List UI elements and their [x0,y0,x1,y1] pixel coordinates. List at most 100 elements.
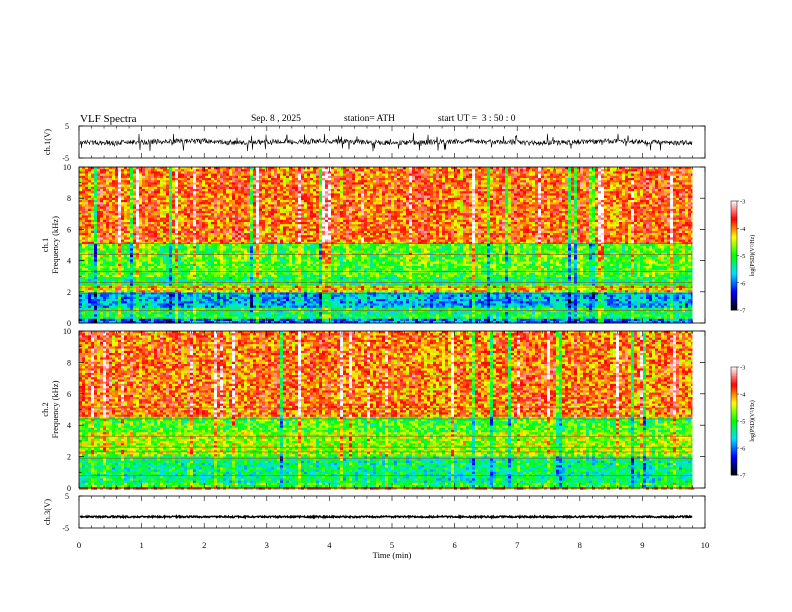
spectrogram-cell [145,211,149,214]
spectrogram-cell [118,312,122,315]
spectrogram-cell [181,261,185,265]
spectrogram-cell [94,178,98,181]
spectrogram-cell [253,303,257,306]
spectrogram-cell [82,241,86,245]
spectrogram-cell [238,318,242,322]
spectrogram-cell [184,301,188,304]
spectrogram-cell [88,277,92,280]
spectrogram-cell [247,206,251,210]
spectrogram-cell [277,219,281,223]
spectrogram-cell [223,230,227,234]
spectrogram-cell [262,239,266,243]
spectrogram-cell [235,239,239,243]
spectrogram-cell [232,215,236,218]
spectrogram-cell [232,266,236,269]
spectrogram-cell [262,288,266,291]
spectrogram-cell [238,191,242,194]
spectrogram-cell [280,257,284,260]
spectrogram-cell [121,266,125,269]
spectrogram-cell [280,173,284,177]
spectrogram-cell [196,169,200,172]
spectrogram-cell [163,241,167,245]
spectrogram-cell [115,241,119,245]
spectrogram-cell [121,200,125,203]
spectrogram-cell [238,208,242,212]
spectrogram-cell [112,184,116,188]
spectrogram-cell [259,290,263,293]
spectrogram-cell [208,173,212,177]
spectrogram-cell [259,314,263,317]
spectrogram-cell [217,318,221,322]
spectrogram-cell [259,307,263,311]
spectrogram-cell [175,312,179,315]
spectrogram-cell [163,204,167,207]
spectrogram-cell [187,167,191,170]
spectrogram-cell [268,307,272,311]
spectrogram-cell [235,312,239,315]
spectrogram-cell [193,219,197,223]
spectrogram-cell [205,204,209,207]
spectrogram-cell [241,318,245,322]
spectrogram-cell [85,167,89,170]
spectrogram-cell [82,180,86,183]
spectrogram-cell [223,312,227,315]
spectrogram-cell [220,255,224,258]
spectrogram-cell [271,228,275,232]
spectrogram-cell [271,246,275,249]
spectrogram-cell [214,296,218,300]
spectrogram-cell [193,290,197,293]
spectrogram-cell [187,314,191,317]
spectrogram-cell [88,296,92,300]
spectrogram-cell [274,250,278,254]
spectrogram-cell [211,206,215,210]
spectrogram-cell [274,235,278,238]
spectrogram-cell [235,178,239,181]
spectrogram-cell [217,296,221,300]
spectrogram-cell [265,202,269,205]
spectrogram-cell [205,301,209,304]
spectrogram-cell [130,290,134,293]
spectrogram-cell [280,175,284,179]
spectrogram-cell [187,248,191,251]
spectrogram-cell [109,208,113,212]
spectrogram-cell [175,206,179,210]
spectrogram-cell [166,321,170,324]
spectrogram-cell [190,237,194,240]
spectrogram-cell [91,226,95,229]
spectrogram-cell [169,288,173,291]
spectrogram-cell [268,233,272,236]
spectrogram-cell [163,167,167,170]
spectrogram-cell [154,296,158,300]
spectrogram-cell [250,261,254,265]
spectrogram-cell [157,268,161,271]
spectrogram-cell [199,191,203,194]
spectrogram-cell [103,215,107,218]
spectrogram-cell [82,246,86,249]
spectrogram-cell [199,290,203,293]
spectrogram-cell [193,310,197,313]
spectrogram-cell [253,191,257,194]
spectrogram-cell [160,274,164,278]
spectrogram-cell [241,316,245,320]
spectrogram-cell [199,299,203,302]
spectrogram-cell [256,235,260,238]
spectrogram-cell [214,314,218,317]
spectrogram-cell [193,175,197,179]
spectrogram-cell [259,266,263,269]
spectrogram-cell [247,277,251,280]
spectrogram-cell [283,266,287,269]
spectrogram-cell [265,257,269,260]
spectrogram-cell [274,180,278,183]
spectrogram-cell [82,195,86,199]
spectrogram-cell [181,193,185,196]
spectrogram-cell [112,226,116,229]
spectrogram-cell [169,307,173,311]
spectrogram-cell [199,197,203,201]
spectrogram-cell [268,206,272,210]
spectrogram-cell [166,217,170,221]
spectrogram-cell [265,274,269,278]
spectrogram-cell [247,239,251,243]
spectrogram-cell [151,222,155,225]
spectrogram-cell [106,266,110,269]
spectrogram-cell [82,191,86,194]
